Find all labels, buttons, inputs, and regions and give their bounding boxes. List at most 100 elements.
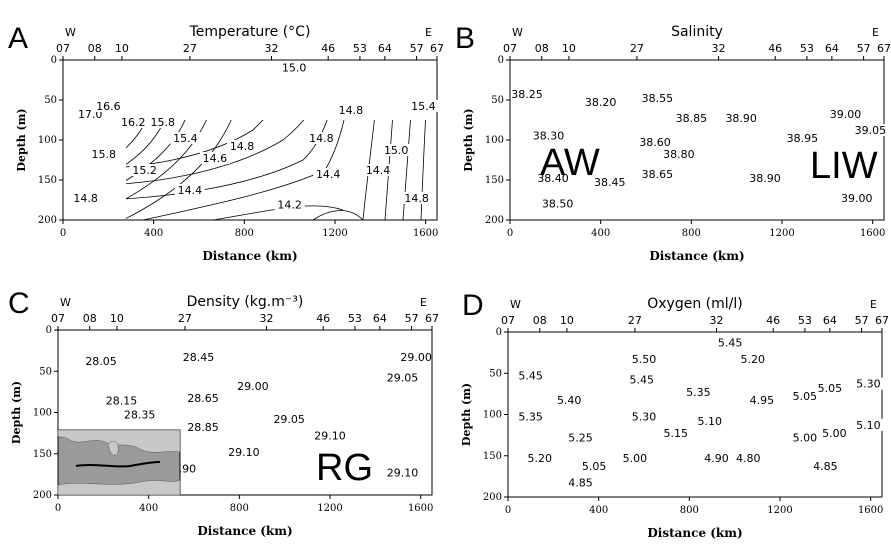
contour-label: 29.10 xyxy=(387,466,419,479)
y-tick-label: 0 xyxy=(46,325,52,336)
contour-label: 5.35 xyxy=(518,411,543,424)
contour-label-bg xyxy=(594,176,625,188)
contour-label: 28.05 xyxy=(85,355,117,368)
contour-label: 29.05 xyxy=(273,413,305,426)
contour-label: 14.6 xyxy=(203,152,228,165)
station-label: 53 xyxy=(798,314,812,327)
isoline xyxy=(123,60,248,220)
contour-label: 14.8 xyxy=(309,132,334,145)
x-tick-label: 400 xyxy=(139,503,158,514)
contour-label-bg xyxy=(387,371,418,384)
x-tick-label: 1600 xyxy=(860,228,885,239)
isoline xyxy=(720,60,738,220)
y-tick-label: 50 xyxy=(39,366,52,377)
contour-label-bg xyxy=(819,427,850,440)
contour-label-bg xyxy=(237,379,268,392)
station-label: 53 xyxy=(800,42,814,55)
contour-label-bg xyxy=(538,172,569,184)
y-tick-label: 100 xyxy=(483,410,502,421)
y-tick-label: 0 xyxy=(496,327,502,338)
y-axis-label: Depth (m) xyxy=(460,383,473,446)
contour-label: 28.65 xyxy=(187,392,219,405)
contour-label-bg xyxy=(188,392,219,405)
contour-label-bg xyxy=(524,451,555,464)
isoline xyxy=(685,60,725,220)
y-tick-label: 0 xyxy=(51,55,57,66)
contour-label: 29.10 xyxy=(314,429,346,442)
panel-a: A Temperature (°C) W E 07 08 10 27 32 46 53 64 57 67 1… xyxy=(8,22,444,263)
panel-letter: B xyxy=(455,22,475,55)
contour-label: 38.30 xyxy=(533,130,565,143)
station-label: 08 xyxy=(88,42,102,55)
station-label: 64 xyxy=(823,314,837,327)
contour-label-bg xyxy=(70,192,101,204)
isoline xyxy=(820,332,826,502)
contour-label: 5.45 xyxy=(518,369,543,382)
contour-label-bg xyxy=(512,88,542,100)
isoline xyxy=(254,330,265,500)
contour-label-bg xyxy=(124,408,155,421)
isoline xyxy=(770,60,782,220)
contour-label-bg xyxy=(619,451,650,464)
contour-label-bg xyxy=(554,394,585,407)
contour-label-bg xyxy=(830,108,861,120)
y-tick-label: 200 xyxy=(485,215,504,226)
contour-label: 14.8 xyxy=(339,104,364,117)
station-label: 53 xyxy=(348,312,362,325)
station-label: 32 xyxy=(265,42,279,55)
contour-label: 5.35 xyxy=(686,386,711,399)
contour-label-bg xyxy=(746,394,777,407)
panel-letter: A xyxy=(8,22,28,55)
contour-label: 5.10 xyxy=(856,419,881,432)
contour-label-bg xyxy=(274,198,305,211)
x-axis-label: Distance (km) xyxy=(202,249,297,263)
contour-label-bg xyxy=(626,373,657,386)
contour-label-bg xyxy=(118,116,149,128)
contour-label: 38.85 xyxy=(676,112,708,125)
isoline xyxy=(385,60,397,220)
water-mass-label: AW xyxy=(540,142,600,184)
isoline xyxy=(828,60,838,220)
contour-label: 5.50 xyxy=(632,353,657,366)
contour-label-bg xyxy=(106,394,137,407)
contour-label-bg xyxy=(401,350,432,363)
station-label: 67 xyxy=(430,42,444,55)
contour-label: 5.05 xyxy=(818,382,843,395)
x-tick-label: 1200 xyxy=(322,228,347,239)
contour-label-bg xyxy=(726,112,757,124)
station-label: 46 xyxy=(768,42,782,55)
contour-label-bg xyxy=(387,466,418,479)
isoline xyxy=(313,335,358,347)
contour-label: 4.95 xyxy=(750,394,775,407)
y-tick-label: 100 xyxy=(38,135,57,146)
isoline xyxy=(846,332,854,502)
contour-label-bg xyxy=(750,172,780,184)
x-axis-label: Distance (km) xyxy=(649,249,744,263)
x-tick-label: 1200 xyxy=(769,228,794,239)
contour-label: 16.2 xyxy=(121,116,146,129)
east-label: E xyxy=(425,26,432,39)
panel-title: Temperature (°C) xyxy=(189,24,311,40)
contour-label: 5.30 xyxy=(632,411,657,424)
contour-label: 29.05 xyxy=(387,372,419,385)
isoline xyxy=(808,332,813,502)
contour-label: 5.00 xyxy=(793,431,818,444)
contour-label: 38.20 xyxy=(585,96,617,109)
station-label: 27 xyxy=(630,42,644,55)
inset-map xyxy=(57,429,181,496)
contour-label-bg xyxy=(147,116,178,128)
station-label: 07 xyxy=(501,314,515,327)
contour-label: 15.8 xyxy=(150,116,175,129)
station-label: 57 xyxy=(855,314,869,327)
contour-label: 38.45 xyxy=(594,176,626,189)
contour-label: 5.45 xyxy=(718,336,743,349)
station-label: 27 xyxy=(183,42,197,55)
y-tick-label: 0 xyxy=(498,55,504,66)
contour-label-bg xyxy=(565,431,596,444)
x-tick-label: 1600 xyxy=(413,228,438,239)
contour-label-bg xyxy=(660,427,691,440)
contour-label-bg xyxy=(629,352,659,365)
contour-label-bg xyxy=(853,418,884,431)
contour-label-bg xyxy=(313,168,344,180)
